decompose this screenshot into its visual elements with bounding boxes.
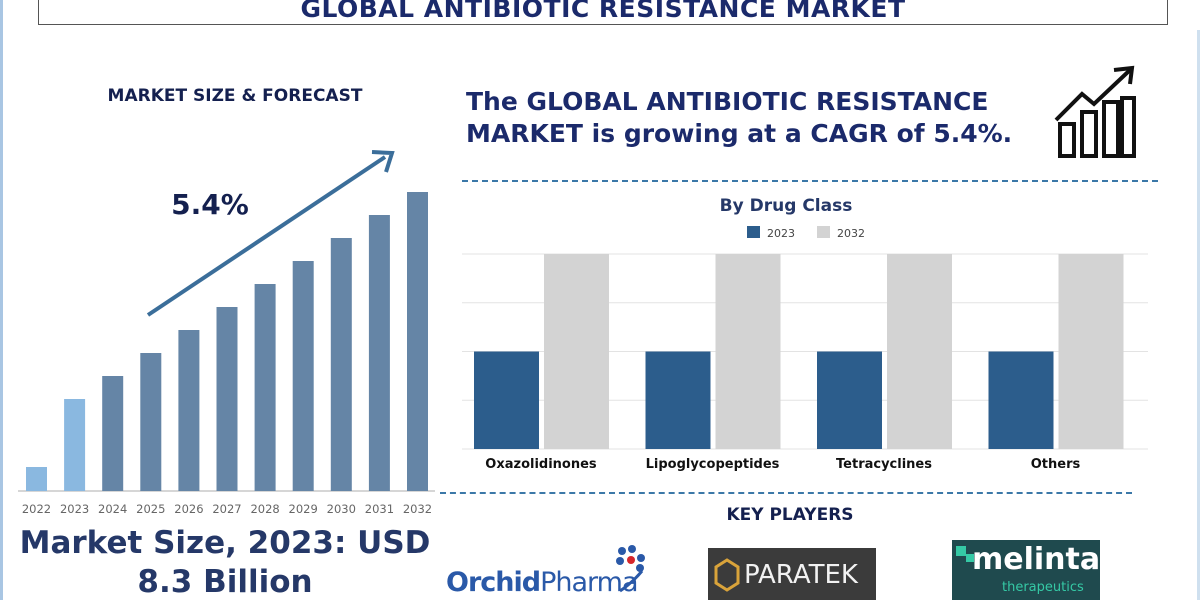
divider-top <box>462 180 1158 182</box>
bar-2030 <box>330 238 352 491</box>
title-box: GLOBAL ANTIBIOTIC RESISTANCE MARKET <box>38 0 1168 25</box>
trend-arrow <box>146 155 387 317</box>
chart-title: By Drug Class <box>720 196 853 216</box>
bar-2028 <box>254 284 276 491</box>
bar-Lipoglycopeptides-2032 <box>715 254 781 449</box>
x-tick-label: 2023 <box>60 502 89 516</box>
bar-Tetracyclines-2023 <box>817 351 882 449</box>
headline-line1: The GLOBAL ANTIBIOTIC RESISTANCE <box>466 87 989 116</box>
bar-Others-2023 <box>988 351 1054 449</box>
bar-Lipoglycopeptides-2023 <box>645 351 711 449</box>
x-tick-label: Lipoglycopeptides <box>646 457 780 472</box>
bar-2022 <box>26 467 47 491</box>
bar-2032 <box>407 192 428 491</box>
legend-label-2023: 2023 <box>767 227 795 240</box>
paratek-text: PARATEK <box>744 560 858 590</box>
legend-swatch-2023 <box>747 226 760 238</box>
headline-line2: MARKET is growing at a CAGR of 5.4%. <box>466 119 1013 148</box>
melinta-text: melinta <box>972 542 1101 577</box>
trend-arrow-head <box>371 150 395 173</box>
x-tick-label: 2025 <box>136 502 165 516</box>
bar-2026 <box>178 330 200 491</box>
forecast-chart: 2022 2023 2024 2025 2026 2027 2028 2029 2030 2031… <box>18 150 435 516</box>
bar-2025 <box>140 353 162 491</box>
bar-2024 <box>102 376 124 491</box>
x-tick-label: Others <box>1031 457 1081 472</box>
paratek-hexagon-icon <box>714 558 740 592</box>
x-tick-label: 2024 <box>98 502 127 516</box>
legend-label-2032: 2032 <box>837 227 865 240</box>
frame-border-left <box>0 0 3 600</box>
market-size-line1: Market Size, 2023: USD <box>19 525 431 561</box>
pharma-text: Pharma <box>540 567 638 598</box>
logo-paratek: PARATEK <box>708 548 876 600</box>
key-players-heading: KEY PLAYERS <box>726 505 854 525</box>
bar-Oxazolidinones-2032 <box>544 254 609 449</box>
orchid-flower-icon <box>616 545 645 593</box>
x-tick-label: 2028 <box>250 502 279 516</box>
x-tick-label: 2032 <box>403 502 432 516</box>
frame-border-right <box>1197 30 1200 600</box>
divider-bottom <box>440 492 1132 494</box>
x-tick-label: 2031 <box>365 502 394 516</box>
drug-class-chart: By Drug Class 2023 2032 Oxazolidinones Lipog… <box>462 196 1148 472</box>
page-title: GLOBAL ANTIBIOTIC RESISTANCE MARKET <box>300 0 906 23</box>
melinta-subtext: therapeutics <box>1002 580 1084 595</box>
x-tick-label: Tetracyclines <box>836 457 932 472</box>
market-size-line2: 8.3 Billion <box>137 564 313 600</box>
forecast-chart-title: MARKET SIZE & FORECAST <box>107 86 363 106</box>
bar-2029 <box>292 261 314 491</box>
x-tick-label: Oxazolidinones <box>485 457 597 472</box>
orchid-text: Orchid <box>446 567 541 598</box>
logo-orchid-pharma: OrchidPharma <box>446 543 656 600</box>
bar-Tetracyclines-2032 <box>887 254 952 449</box>
bar-2023 <box>64 399 86 491</box>
x-tick-label: 2029 <box>289 502 318 516</box>
bar-Oxazolidinones-2023 <box>474 351 539 449</box>
bar-chart-trend-up-icon <box>1054 65 1136 158</box>
bar-2027 <box>216 307 238 491</box>
bar-Others-2032 <box>1058 254 1124 449</box>
logo-melinta: melinta therapeutics <box>952 540 1100 600</box>
x-tick-label: 2030 <box>327 502 356 516</box>
bar-2031 <box>368 215 390 491</box>
x-tick-label: 2026 <box>174 502 203 516</box>
cagr-annotation: 5.4% <box>171 188 249 221</box>
x-tick-label: 2022 <box>22 502 51 516</box>
legend-swatch-2032 <box>817 226 830 238</box>
cagr-headline: The GLOBAL ANTIBIOTIC RESISTANCE MARKET … <box>466 86 1012 150</box>
market-size-text: Market Size, 2023: USD 8.3 Billion <box>0 524 450 602</box>
x-tick-label: 2027 <box>212 502 241 516</box>
